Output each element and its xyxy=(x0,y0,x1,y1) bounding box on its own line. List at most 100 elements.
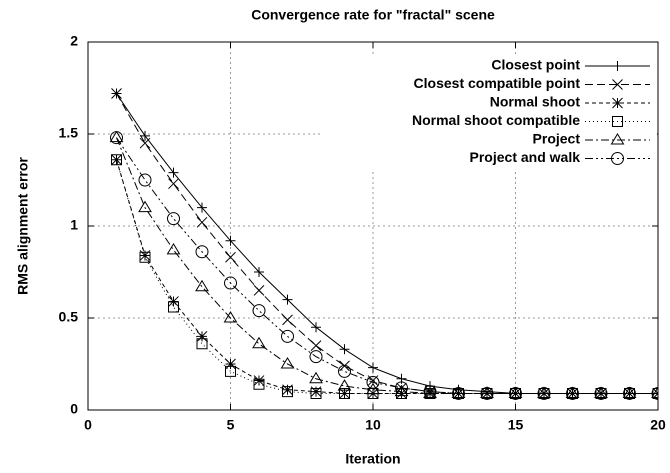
marker xyxy=(309,371,323,384)
marker xyxy=(139,250,151,261)
legend-label: Project xyxy=(533,131,581,147)
series-line xyxy=(116,159,658,394)
marker xyxy=(282,384,293,396)
marker xyxy=(537,386,551,400)
y-tick-label: 1 xyxy=(70,217,78,233)
legend-label: Normal shoot xyxy=(490,94,581,110)
legend-marker xyxy=(610,133,625,145)
marker xyxy=(337,379,352,391)
marker xyxy=(195,279,209,292)
marker xyxy=(111,154,122,166)
series-line xyxy=(116,137,658,394)
x-tick-label: 20 xyxy=(650,417,666,433)
marker xyxy=(451,386,466,398)
marker xyxy=(537,386,551,398)
marker xyxy=(139,251,151,263)
y-tick-label: 0 xyxy=(70,401,78,417)
marker xyxy=(651,386,658,400)
legend-marker xyxy=(612,97,623,109)
marker xyxy=(253,285,265,296)
y-tick-label: 0.5 xyxy=(59,309,79,325)
marker xyxy=(254,267,264,277)
marker xyxy=(309,350,323,364)
marker xyxy=(196,331,208,342)
marker xyxy=(281,329,294,343)
marker xyxy=(225,251,236,263)
marker xyxy=(339,388,350,399)
series-line xyxy=(116,159,658,394)
legend-label: Project and walk xyxy=(470,149,581,165)
marker xyxy=(225,358,236,370)
x-tick-label: 0 xyxy=(84,417,92,433)
marker xyxy=(565,386,580,398)
legend-background xyxy=(320,56,657,169)
plot-border xyxy=(87,41,659,411)
marker xyxy=(138,173,152,187)
marker xyxy=(110,131,123,145)
marker xyxy=(339,387,350,399)
marker xyxy=(423,385,437,399)
marker xyxy=(310,340,322,351)
marker xyxy=(195,245,209,259)
marker xyxy=(111,88,122,99)
marker xyxy=(223,311,238,323)
marker xyxy=(253,375,265,386)
x-tick-label: 5 xyxy=(227,417,235,433)
marker xyxy=(282,386,293,398)
marker xyxy=(168,178,179,190)
marker xyxy=(168,296,179,307)
x-tick-label: 10 xyxy=(365,417,381,433)
marker xyxy=(140,130,150,141)
marker xyxy=(338,364,351,378)
marker xyxy=(310,386,322,397)
marker xyxy=(166,242,181,255)
marker xyxy=(225,365,236,377)
marker xyxy=(366,382,380,395)
marker xyxy=(225,235,236,246)
marker xyxy=(224,276,237,290)
marker xyxy=(339,344,350,355)
marker xyxy=(196,338,208,350)
legend-marker xyxy=(611,152,624,165)
marker xyxy=(622,386,637,398)
marker xyxy=(138,200,152,213)
marker xyxy=(282,314,293,326)
marker xyxy=(594,386,608,400)
marker xyxy=(509,386,522,400)
marker xyxy=(395,381,408,395)
plot-area xyxy=(109,88,658,400)
marker xyxy=(481,388,493,399)
marker xyxy=(139,137,151,149)
marker xyxy=(253,378,265,390)
series-line xyxy=(116,93,658,394)
marker xyxy=(310,387,322,399)
y-tick-label: 1.5 xyxy=(59,125,79,141)
legend-marker xyxy=(612,116,623,127)
x-axis-label: Iteration xyxy=(345,451,400,467)
y-tick-label: 2 xyxy=(70,33,78,49)
marker xyxy=(394,384,409,397)
marker xyxy=(366,375,380,389)
legend-marker xyxy=(612,61,623,71)
marker xyxy=(197,202,207,213)
marker xyxy=(109,130,124,143)
marker xyxy=(282,294,293,305)
marker xyxy=(594,386,608,398)
marker xyxy=(651,386,658,398)
marker xyxy=(196,216,208,228)
marker xyxy=(167,212,180,226)
marker xyxy=(566,386,579,400)
marker xyxy=(623,386,636,400)
marker xyxy=(368,362,378,373)
legend-marker xyxy=(612,79,623,90)
marker xyxy=(311,322,321,333)
marker xyxy=(252,336,266,349)
legend-label: Closest point xyxy=(491,57,580,73)
marker xyxy=(168,167,179,178)
chart-title: Convergence rate for "fractal" scene xyxy=(251,7,495,23)
x-tick-label: 15 xyxy=(508,417,524,433)
marker xyxy=(508,386,523,398)
marker xyxy=(480,386,494,398)
marker xyxy=(480,386,494,400)
